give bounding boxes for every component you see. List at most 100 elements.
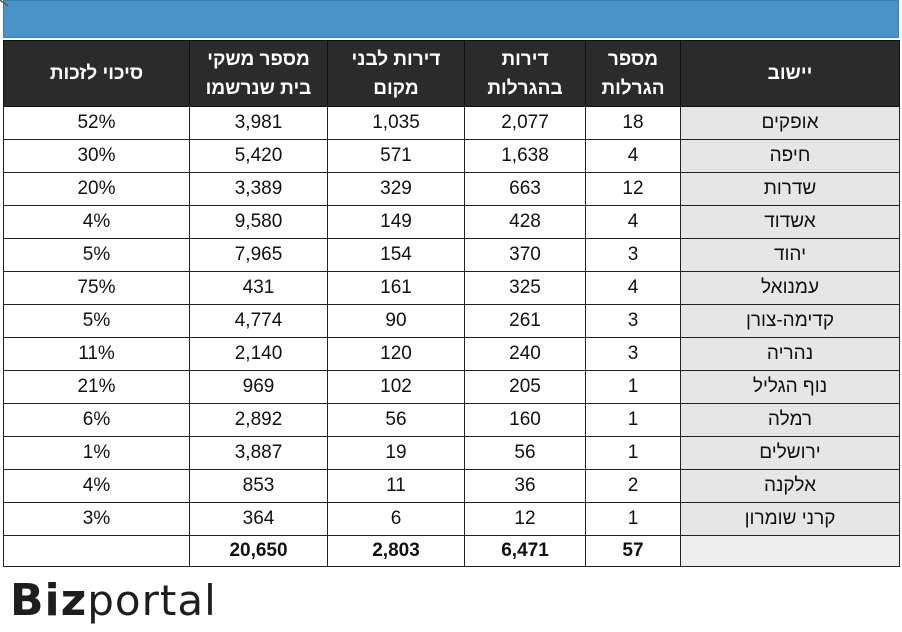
cell-registered: 2,892 — [189, 403, 328, 437]
cell-apartments: 12 — [464, 502, 586, 536]
cell-local-apartments: 161 — [327, 271, 465, 305]
cell-registered: 7,965 — [189, 238, 328, 272]
cell-lotteries: 1 — [585, 502, 681, 536]
header-registered: מספר משקי בית שנרשמו — [189, 40, 328, 107]
total-cell-city — [680, 535, 900, 567]
total-cell-lotteries: 57 — [585, 535, 681, 567]
cell-registered: 3,887 — [189, 436, 328, 470]
cell-city: רמלה — [680, 403, 900, 437]
cell-city: נהריה — [680, 337, 900, 371]
cell-apartments: 428 — [464, 205, 586, 239]
table-row: 3% 364 6 12 1 קרני שומרון — [3, 502, 900, 536]
cell-local-apartments: 154 — [327, 238, 465, 272]
cell-city: ירושלים — [680, 436, 900, 470]
cell-city: אשדוד — [680, 205, 900, 239]
cell-chance: 5% — [3, 304, 190, 338]
cell-chance: 75% — [3, 271, 190, 305]
table-body: 52% 3,981 1,035 2,077 18 אופקים 30% 5,420 571 1,6… — [3, 106, 900, 567]
table-row: 52% 3,981 1,035 2,077 18 אופקים — [3, 106, 900, 140]
cell-lotteries: 1 — [585, 403, 681, 437]
logo-light: portal — [87, 576, 217, 625]
header-lotteries: מספר הגרלות — [585, 40, 681, 107]
cell-registered: 853 — [189, 469, 328, 503]
cell-apartments: 240 — [464, 337, 586, 371]
cell-city: קרני שומרון — [680, 502, 900, 536]
cell-lotteries: 18 — [585, 106, 681, 140]
cell-lotteries: 12 — [585, 172, 681, 206]
cell-apartments: 1,638 — [464, 139, 586, 173]
cell-lotteries: 4 — [585, 139, 681, 173]
cell-lotteries: 4 — [585, 271, 681, 305]
cell-chance: 4% — [3, 205, 190, 239]
cell-registered: 3,389 — [189, 172, 328, 206]
bizportal-logo: Bizportal — [10, 572, 217, 632]
cell-local-apartments: 102 — [327, 370, 465, 404]
cell-apartments: 370 — [464, 238, 586, 272]
cell-city: אלקנה — [680, 469, 900, 503]
cell-apartments: 2,077 — [464, 106, 586, 140]
cell-local-apartments: 11 — [327, 469, 465, 503]
cell-city: עמנואל — [680, 271, 900, 305]
cell-chance: 52% — [3, 106, 190, 140]
cell-chance: 4% — [3, 469, 190, 503]
cell-local-apartments: 6 — [327, 502, 465, 536]
cell-apartments: 36 — [464, 469, 586, 503]
table-row: 5% 7,965 154 370 3 יהוד — [3, 238, 900, 272]
cell-local-apartments: 571 — [327, 139, 465, 173]
cell-lotteries: 3 — [585, 238, 681, 272]
cell-chance: 5% — [3, 238, 190, 272]
cell-lotteries: 1 — [585, 436, 681, 470]
cell-chance: 6% — [3, 403, 190, 437]
cell-local-apartments: 120 — [327, 337, 465, 371]
cell-apartments: 160 — [464, 403, 586, 437]
cell-city: שדרות — [680, 172, 900, 206]
cell-lotteries: 3 — [585, 337, 681, 371]
cell-city: אופקים — [680, 106, 900, 140]
cell-chance: 11% — [3, 337, 190, 371]
table-row: 11% 2,140 120 240 3 נהריה — [3, 337, 900, 371]
cell-registered: 3,981 — [189, 106, 328, 140]
cell-city: נוף הגליל — [680, 370, 900, 404]
cell-local-apartments: 1,035 — [327, 106, 465, 140]
logo-bold: Biz — [10, 575, 88, 626]
cell-city: יהוד — [680, 238, 900, 272]
cell-registered: 431 — [189, 271, 328, 305]
table-row: 4% 853 11 36 2 אלקנה — [3, 469, 900, 503]
top-banner — [3, 0, 899, 38]
cell-lotteries: 4 — [585, 205, 681, 239]
table-row: 6% 2,892 56 160 1 רמלה — [3, 403, 900, 437]
table-row: 20% 3,389 329 663 12 שדרות — [3, 172, 900, 206]
cell-lotteries: 1 — [585, 370, 681, 404]
cell-chance: 21% — [3, 370, 190, 404]
total-cell-apartments: 6,471 — [464, 535, 586, 567]
corner-mark — [0, 0, 9, 7]
cell-chance: 3% — [3, 502, 190, 536]
cell-lotteries: 3 — [585, 304, 681, 338]
total-cell-local-apartments: 2,803 — [327, 535, 465, 567]
table-row: 75% 431 161 325 4 עמנואל — [3, 271, 900, 305]
cell-registered: 2,140 — [189, 337, 328, 371]
table-row: 1% 3,887 19 56 1 ירושלים — [3, 436, 900, 470]
cell-apartments: 325 — [464, 271, 586, 305]
header-chance: סיכוי לזכות — [3, 40, 190, 107]
total-cell-chance — [3, 535, 190, 567]
total-cell-registered: 20,650 — [189, 535, 328, 567]
cell-registered: 9,580 — [189, 205, 328, 239]
header-local-apartments: דירות לבני מקום — [327, 40, 465, 107]
cell-apartments: 663 — [464, 172, 586, 206]
table-row: 30% 5,420 571 1,638 4 חיפה — [3, 139, 900, 173]
cell-local-apartments: 90 — [327, 304, 465, 338]
cell-registered: 969 — [189, 370, 328, 404]
cell-chance: 20% — [3, 172, 190, 206]
cell-chance: 30% — [3, 139, 190, 173]
cell-registered: 364 — [189, 502, 328, 536]
cell-local-apartments: 56 — [327, 403, 465, 437]
cell-local-apartments: 329 — [327, 172, 465, 206]
cell-local-apartments: 19 — [327, 436, 465, 470]
cell-registered: 5,420 — [189, 139, 328, 173]
table-row: 5% 4,774 90 261 3 קדימה-צורן — [3, 304, 900, 338]
cell-apartments: 205 — [464, 370, 586, 404]
cell-apartments: 56 — [464, 436, 586, 470]
cell-city: חיפה — [680, 139, 900, 173]
cell-local-apartments: 149 — [327, 205, 465, 239]
